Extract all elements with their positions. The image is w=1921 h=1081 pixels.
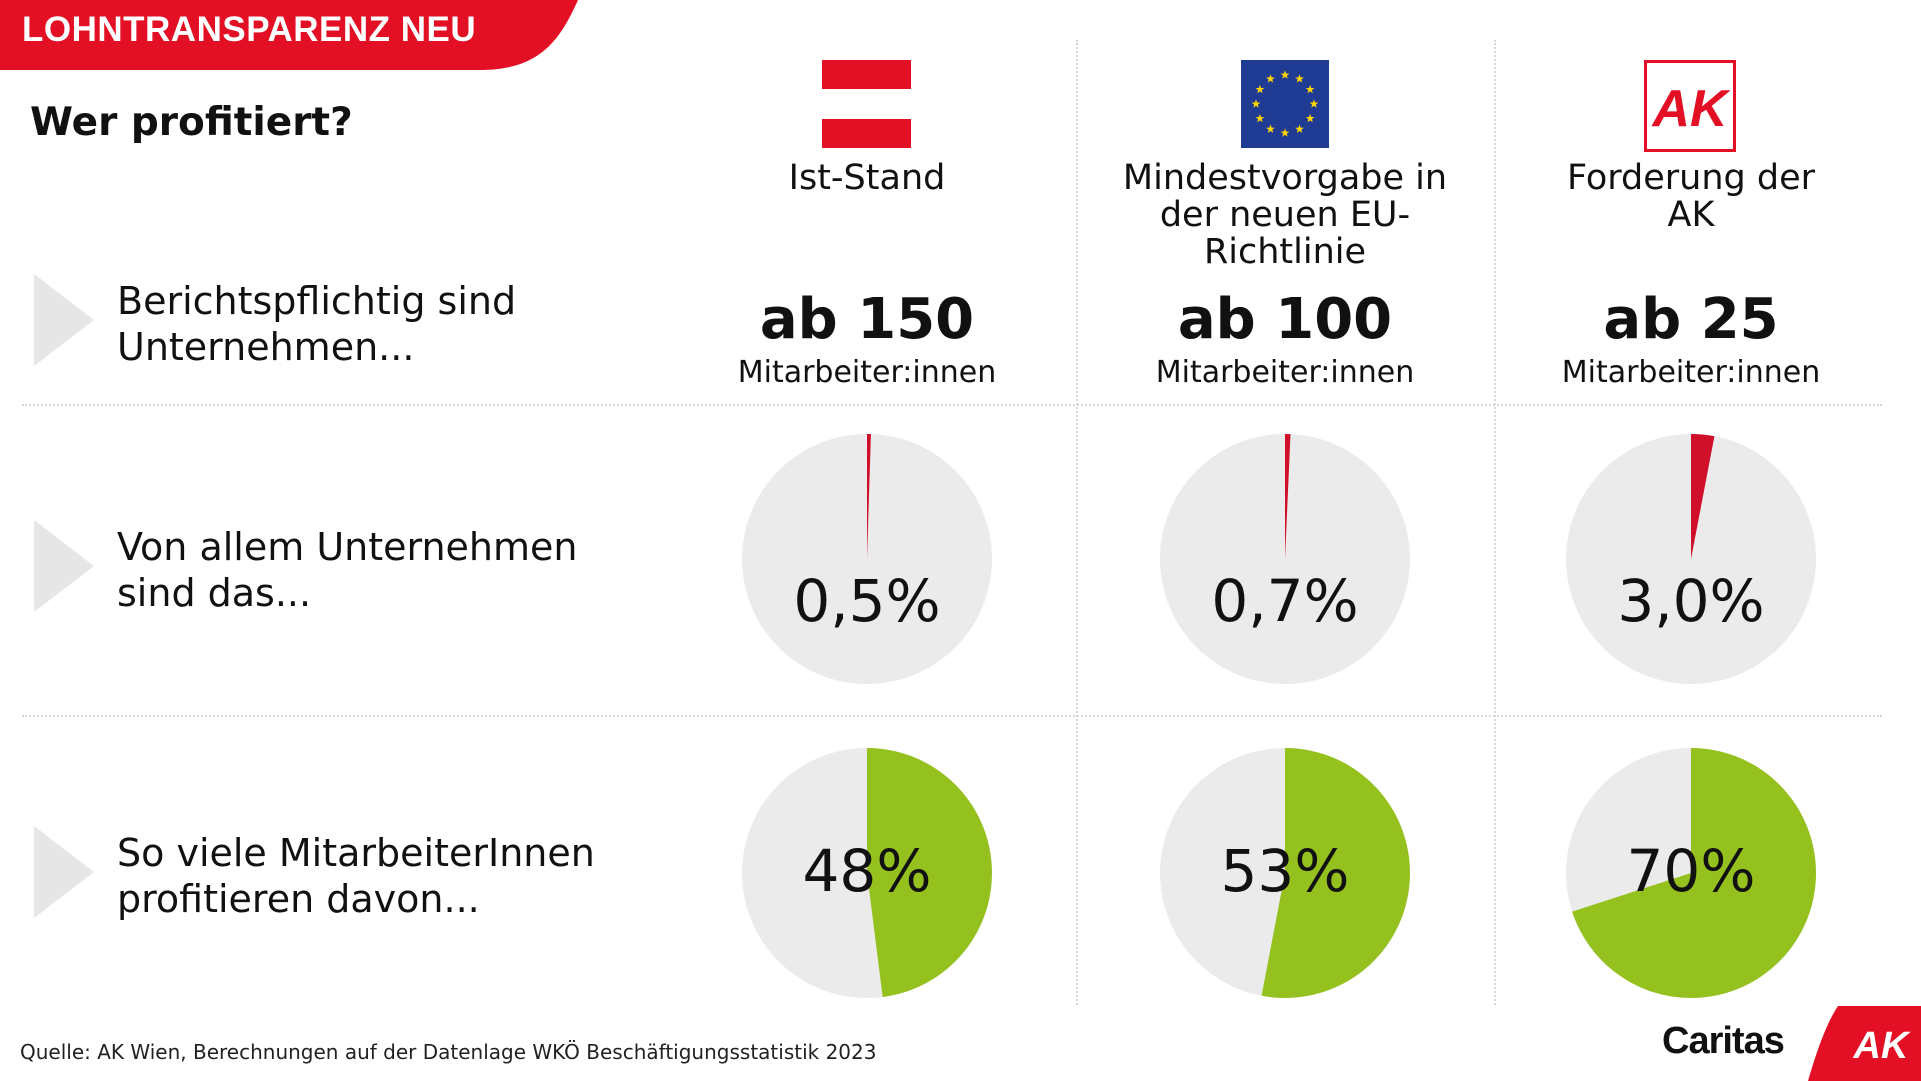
company-share-label-ist-stand: 0,5% xyxy=(793,567,941,635)
row-arrow-icon xyxy=(34,826,94,918)
column-heading-eu: Mindestvorgabe in der neuen EU-Richtlini… xyxy=(1122,158,1448,272)
eu-star-icon xyxy=(1251,99,1261,108)
eu-star-icon xyxy=(1309,99,1319,108)
row-label-staff-share: So viele MitarbeiterInnen profitieren da… xyxy=(117,831,595,921)
eu-star-icon xyxy=(1295,74,1304,83)
column-heading-ak: Forderung der AK xyxy=(1566,158,1816,235)
pie-staff-share-eu xyxy=(1160,748,1410,998)
caritas-logo: Caritas xyxy=(1662,1020,1785,1062)
eu-star-icon xyxy=(1255,113,1265,123)
staff-share-ak-value-slice xyxy=(1572,748,1816,998)
threshold-ist-stand: ab 150 xyxy=(759,287,975,352)
ak-corner-logo-text: AK xyxy=(1853,1025,1911,1067)
column-divider xyxy=(1076,40,1078,1005)
header-banner xyxy=(0,0,578,70)
eu-star-icon xyxy=(1305,84,1315,94)
company-share-label-ak: 3,0% xyxy=(1617,567,1765,635)
pie-company-share-eu xyxy=(1160,434,1410,684)
column-divider xyxy=(1494,40,1496,1005)
staff-share-label-eu: 53% xyxy=(1220,837,1350,905)
pie-company-share-ak xyxy=(1566,434,1816,684)
threshold-eu: ab 100 xyxy=(1177,287,1393,352)
row-label-reporting: Berichtspflichtig sind Unternehmen... xyxy=(117,279,517,369)
pie-company-share-ist-stand xyxy=(742,434,992,684)
ak-logo-icon: AK xyxy=(1644,60,1736,152)
company-share-ak-value-slice xyxy=(1691,434,1715,559)
company-share-label-eu: 0,7% xyxy=(1211,567,1359,635)
row-divider xyxy=(22,404,1882,406)
row-divider xyxy=(22,715,1882,717)
row-arrow-icon xyxy=(34,274,94,366)
pie-staff-share-ak xyxy=(1566,748,1816,998)
banner-title: LOHNTRANSPARENZ NEU xyxy=(22,10,477,49)
threshold-ak: ab 25 xyxy=(1603,287,1779,352)
page-title: Wer profitiert? xyxy=(30,100,353,145)
threshold-unit-ist-stand: Mitarbeiter:innen xyxy=(737,355,997,390)
ak-logo-text: AK xyxy=(1650,80,1731,138)
eu-star-icon xyxy=(1305,113,1315,123)
staff-share-label-ak: 70% xyxy=(1626,837,1756,905)
row-arrow-icon xyxy=(34,520,94,612)
company-share-eu-value-slice xyxy=(1285,434,1291,559)
eu-star-icon xyxy=(1266,74,1275,83)
threshold-unit-eu: Mitarbeiter:innen xyxy=(1155,355,1415,390)
staff-share-label-ist-stand: 48% xyxy=(802,837,932,905)
eu-star-icon xyxy=(1255,84,1265,94)
column-heading-ist-stand: Ist-Stand xyxy=(788,158,946,198)
staff-share-ist-stand-value-slice xyxy=(867,748,992,998)
row-label-company-share: Von allem Unternehmen sind das... xyxy=(117,525,578,615)
company-share-ist-stand-value-slice xyxy=(867,434,871,559)
threshold-unit-ak: Mitarbeiter:innen xyxy=(1561,355,1821,390)
eu-star-icon xyxy=(1280,70,1290,79)
eu-star-icon xyxy=(1295,124,1304,133)
austria-flag-icon xyxy=(822,60,911,148)
eu-star-icon xyxy=(1280,128,1290,137)
staff-share-eu-value-slice xyxy=(1261,748,1410,998)
ak-corner-logo-icon: AK xyxy=(1808,1006,1921,1081)
pie-staff-share-ist-stand xyxy=(742,748,992,998)
eu-flag-icon xyxy=(1241,60,1329,148)
eu-star-icon xyxy=(1266,124,1275,133)
source-note: Quelle: AK Wien, Berechnungen auf der Da… xyxy=(20,1040,877,1064)
